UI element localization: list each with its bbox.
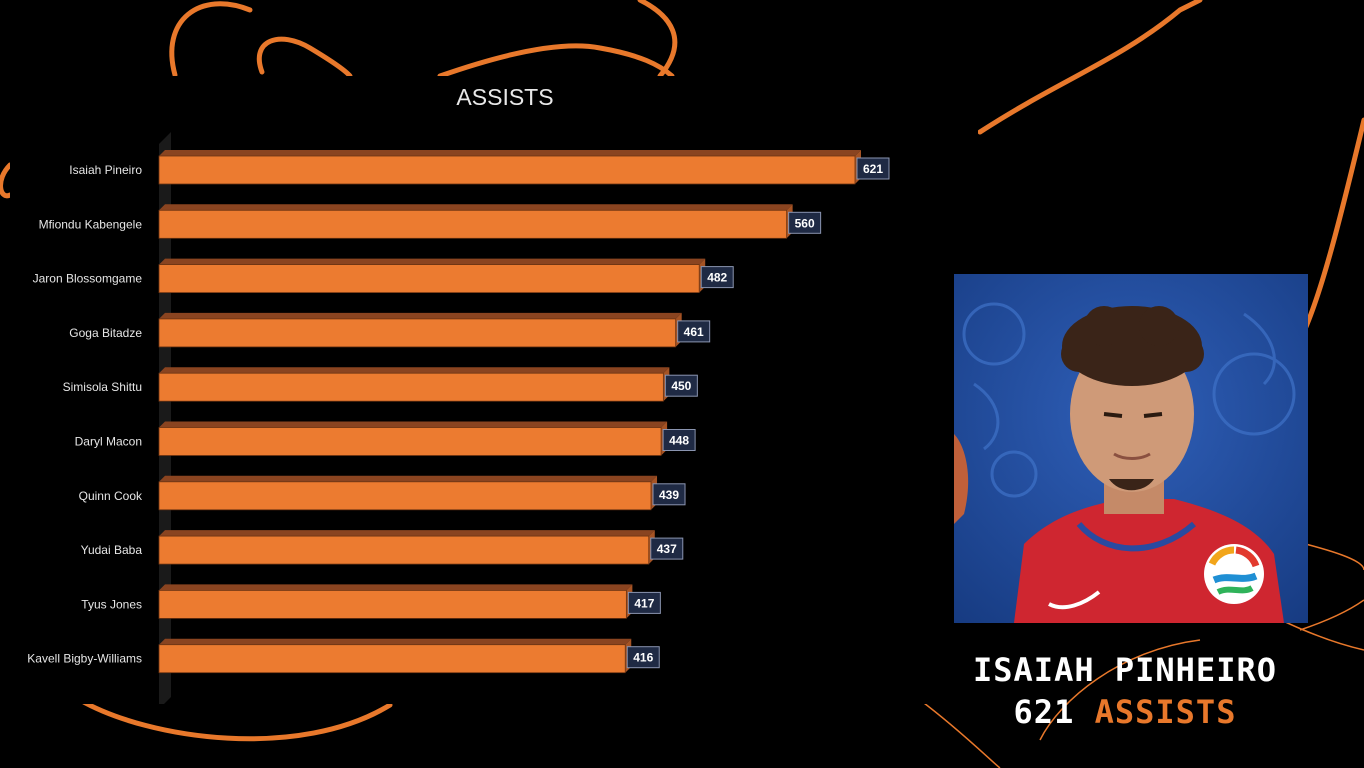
bar: [158, 209, 788, 239]
data-label-box: [677, 320, 711, 343]
category-label: Goga Bitadze: [69, 326, 142, 340]
bar: [158, 155, 856, 185]
data-label: 461: [684, 325, 704, 339]
category-label: Quinn Cook: [79, 489, 143, 503]
data-label-box: [662, 429, 696, 451]
player-name: ISAIAH PINHEIRO: [973, 651, 1277, 689]
player-stat: 621 ASSISTS: [920, 692, 1330, 732]
data-label-box: [626, 646, 660, 669]
category-label: Jaron Blossomgame: [33, 272, 143, 286]
chart-title: ASSISTS: [456, 84, 554, 110]
bar: [158, 318, 677, 348]
bar-top-face: [159, 150, 861, 156]
bar-top-face: [159, 258, 706, 265]
stat-label: ASSISTS: [1094, 693, 1237, 731]
bar-top-face: [159, 312, 682, 319]
category-label: Yudai Baba: [81, 543, 143, 557]
data-label: 416: [633, 651, 653, 665]
bar-top-face: [159, 367, 670, 374]
category-label: Simisola Shittu: [63, 380, 142, 394]
bar: [158, 644, 626, 674]
data-label: 482: [707, 271, 727, 285]
bar-top-face: [159, 421, 668, 428]
data-label-box: [788, 211, 822, 234]
chart-canvas: Isaiah Pineiro 621 Mfiondu Kabengele 560 Jar…: [27, 132, 890, 704]
stat-value: 621: [1013, 693, 1075, 731]
bar-top-face: [159, 530, 655, 537]
bar: [158, 372, 664, 402]
category-label: Daryl Macon: [75, 435, 142, 449]
data-label: 437: [657, 542, 677, 556]
category-label: Kavell Bigby-Williams: [27, 652, 142, 666]
data-label: 448: [669, 434, 689, 448]
data-label-box: [856, 157, 890, 180]
data-label-box: [650, 537, 684, 560]
data-label: 450: [671, 379, 691, 393]
data-label-box: [652, 483, 686, 506]
bar: [158, 481, 652, 511]
bar-top-face: [159, 638, 632, 645]
bar-chart: Isaiah Pineiro 621 Mfiondu Kabengele 560 Jar…: [10, 76, 978, 704]
bar: [158, 590, 627, 619]
player-photo: [954, 274, 1308, 623]
bar-top-face: [159, 204, 793, 211]
bar-top-face: [159, 584, 633, 591]
data-label-box: [664, 374, 698, 397]
category-label: Mfiondu Kabengele: [39, 217, 143, 231]
bar: [158, 427, 662, 456]
data-label: 560: [795, 216, 815, 230]
data-label-box: [627, 591, 661, 614]
bar: [158, 264, 700, 294]
data-label: 439: [659, 488, 679, 502]
data-label-box: [700, 266, 734, 289]
category-label: Tyus Jones: [81, 597, 142, 611]
data-label: 417: [634, 596, 654, 610]
category-label: Isaiah Pineiro: [69, 163, 142, 177]
bar-top-face: [159, 475, 658, 482]
bar: [158, 535, 650, 565]
data-label: 621: [863, 162, 883, 176]
